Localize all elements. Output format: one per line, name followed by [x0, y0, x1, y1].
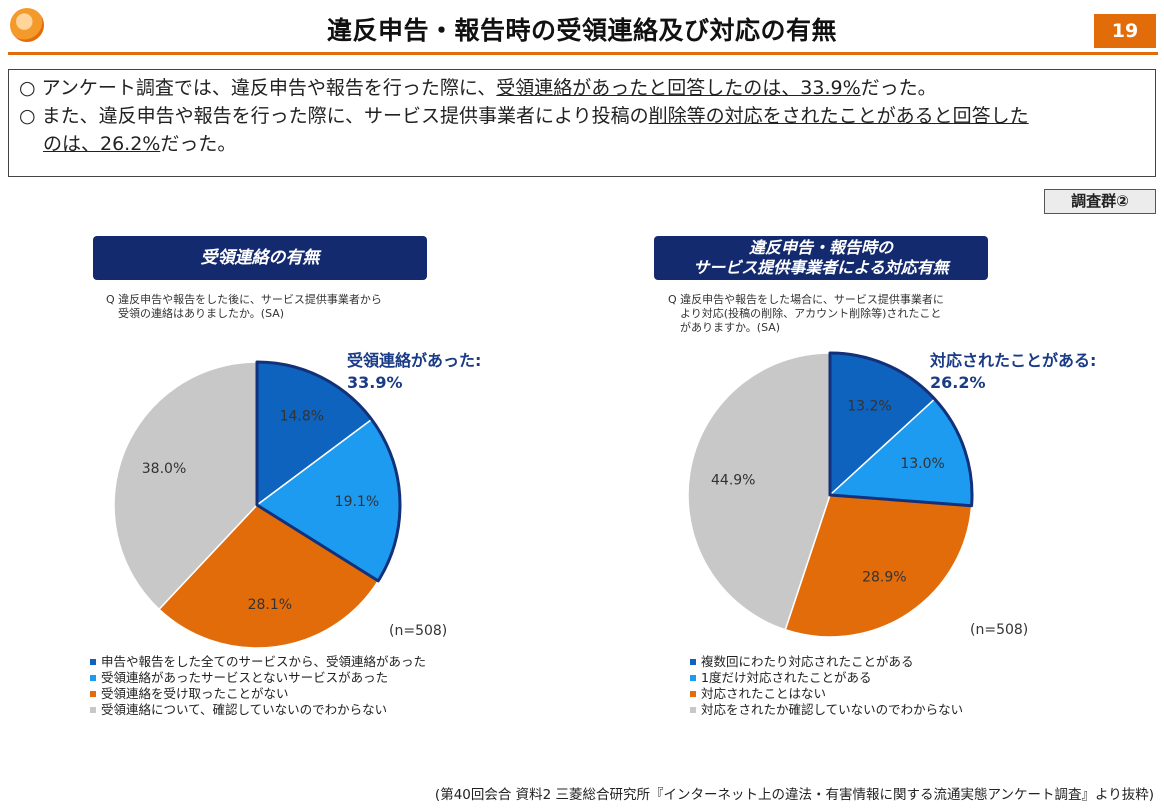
chart2-legend-label-4: 対応をされたか確認していないのでわからない	[701, 702, 964, 717]
chart1-slice-3-label: 28.1%	[248, 597, 292, 613]
source-citation: (第40回会合 資料2 三菱総合研究所『インターネット上の違法・有害情報に関する…	[434, 787, 1154, 803]
chart1-legend-swatch-3	[90, 691, 96, 697]
chart2-legend-swatch-2	[690, 675, 696, 681]
chart1-sample-size: (n=508)	[389, 623, 448, 639]
chart2-legend-label-2: 1度だけ対応されたことがある	[701, 670, 872, 685]
chart1-slice-2-label: 19.1%	[335, 494, 379, 510]
chart1-legend-swatch-4	[90, 707, 96, 713]
header-divider	[8, 52, 1158, 55]
summary-box: ○ アンケート調査では、違反申告や報告を行った際に、受領連絡があったと回答したの…	[8, 69, 1156, 177]
chart1-legend-label-4: 受領連絡について、確認していないのでわからない	[101, 702, 388, 717]
chart2-question: Q 違反申告や報告をした場合に、サービス提供事業者に より対応(投稿の削除、アカ…	[668, 293, 944, 334]
chart1-title: 受領連絡の有無	[93, 236, 427, 280]
page-number: 19	[1094, 14, 1156, 48]
chart1-slice-4	[113, 361, 258, 611]
summary-line-2: ○ また、違反申告や報告を行った際に、サービス提供事業者により投稿の削除等の対応…	[19, 105, 1029, 127]
chart1-pie: 14.8% 19.1% 28.1% 38.0%	[113, 360, 402, 649]
chart1-legend-item-3: 受領連絡を受け取ったことがない	[90, 686, 426, 702]
chart2-legend-item-2: 1度だけ対応されたことがある	[690, 670, 963, 686]
chart2-highlight-outline	[828, 351, 974, 508]
chart1-legend-label-3: 受領連絡を受け取ったことがない	[101, 686, 289, 701]
chart1-question: Q 違反申告や報告をした後に、サービス提供事業者から 受領の連絡はありましたか。…	[106, 293, 382, 320]
chart2-legend-label-1: 複数回にわたり対応されたことがある	[701, 654, 914, 669]
chart1-slice-3	[158, 504, 380, 649]
chart2-slice-3-label: 28.9%	[862, 570, 906, 586]
summary-line-3: のは、26.2%だった。	[43, 133, 237, 155]
chart1-legend: 申告や報告をした全てのサービスから、受領連絡があった 受領連絡があったサービスとな…	[90, 654, 426, 718]
page-title: 違反申告・報告時の受領連絡及び対応の有無	[326, 16, 837, 45]
chart1-legend-item-4: 受領連絡について、確認していないのでわからない	[90, 702, 426, 718]
chart2-title: 違反申告・報告時の サービス提供事業者による対応有無	[654, 236, 988, 280]
chart2-legend-item-4: 対応をされたか確認していないのでわからない	[690, 702, 963, 718]
chart2-slice-1-label: 13.2%	[847, 398, 891, 414]
chart1-slice-1-label: 14.8%	[280, 409, 324, 425]
chart1-legend-label-2: 受領連絡があったサービスとないサービスがあった	[101, 670, 389, 685]
chart2-legend-swatch-4	[690, 707, 696, 713]
summary-line-1: ○ アンケート調査では、違反申告や報告を行った際に、受領連絡があったと回答したの…	[19, 77, 937, 99]
chart1-callout: 受領連絡があった: 33.9%	[347, 351, 482, 392]
survey-group-badge: 調査群②	[1044, 189, 1156, 214]
chart1-slice-4-label: 38.0%	[142, 461, 186, 477]
chart2-slice-4-label: 44.9%	[711, 472, 755, 488]
chart2-legend-item-1: 複数回にわたり対応されたことがある	[690, 654, 963, 670]
chart1-legend-swatch-1	[90, 659, 96, 665]
chart2-slice-2-label: 13.0%	[900, 456, 944, 472]
chart2-callout: 対応されたことがある: 26.2%	[930, 351, 1097, 392]
chart1-legend-swatch-2	[90, 675, 96, 681]
chart2-pie: 13.2% 13.0% 28.9% 44.9%	[687, 351, 974, 638]
chart2-legend-item-3: 対応されたことはない	[690, 686, 963, 702]
chart2-slice-4	[687, 352, 831, 631]
chart1-legend-item-1: 申告や報告をした全てのサービスから、受領連絡があった	[90, 654, 426, 670]
logo-icon	[10, 8, 44, 42]
chart2-legend-label-3: 対応されたことはない	[701, 686, 827, 701]
chart1-legend-item-2: 受領連絡があったサービスとないサービスがあった	[90, 670, 426, 686]
chart1-legend-label-1: 申告や報告をした全てのサービスから、受領連絡があった	[101, 654, 427, 669]
chart2-legend-swatch-3	[690, 691, 696, 697]
chart2-legend: 複数回にわたり対応されたことがある 1度だけ対応されたことがある 対応されたことはな…	[690, 654, 963, 718]
chart2-slice-3	[784, 494, 973, 638]
chart2-sample-size: (n=508)	[970, 622, 1029, 638]
chart1-highlight-outline	[255, 360, 402, 583]
chart2-legend-swatch-1	[690, 659, 696, 665]
